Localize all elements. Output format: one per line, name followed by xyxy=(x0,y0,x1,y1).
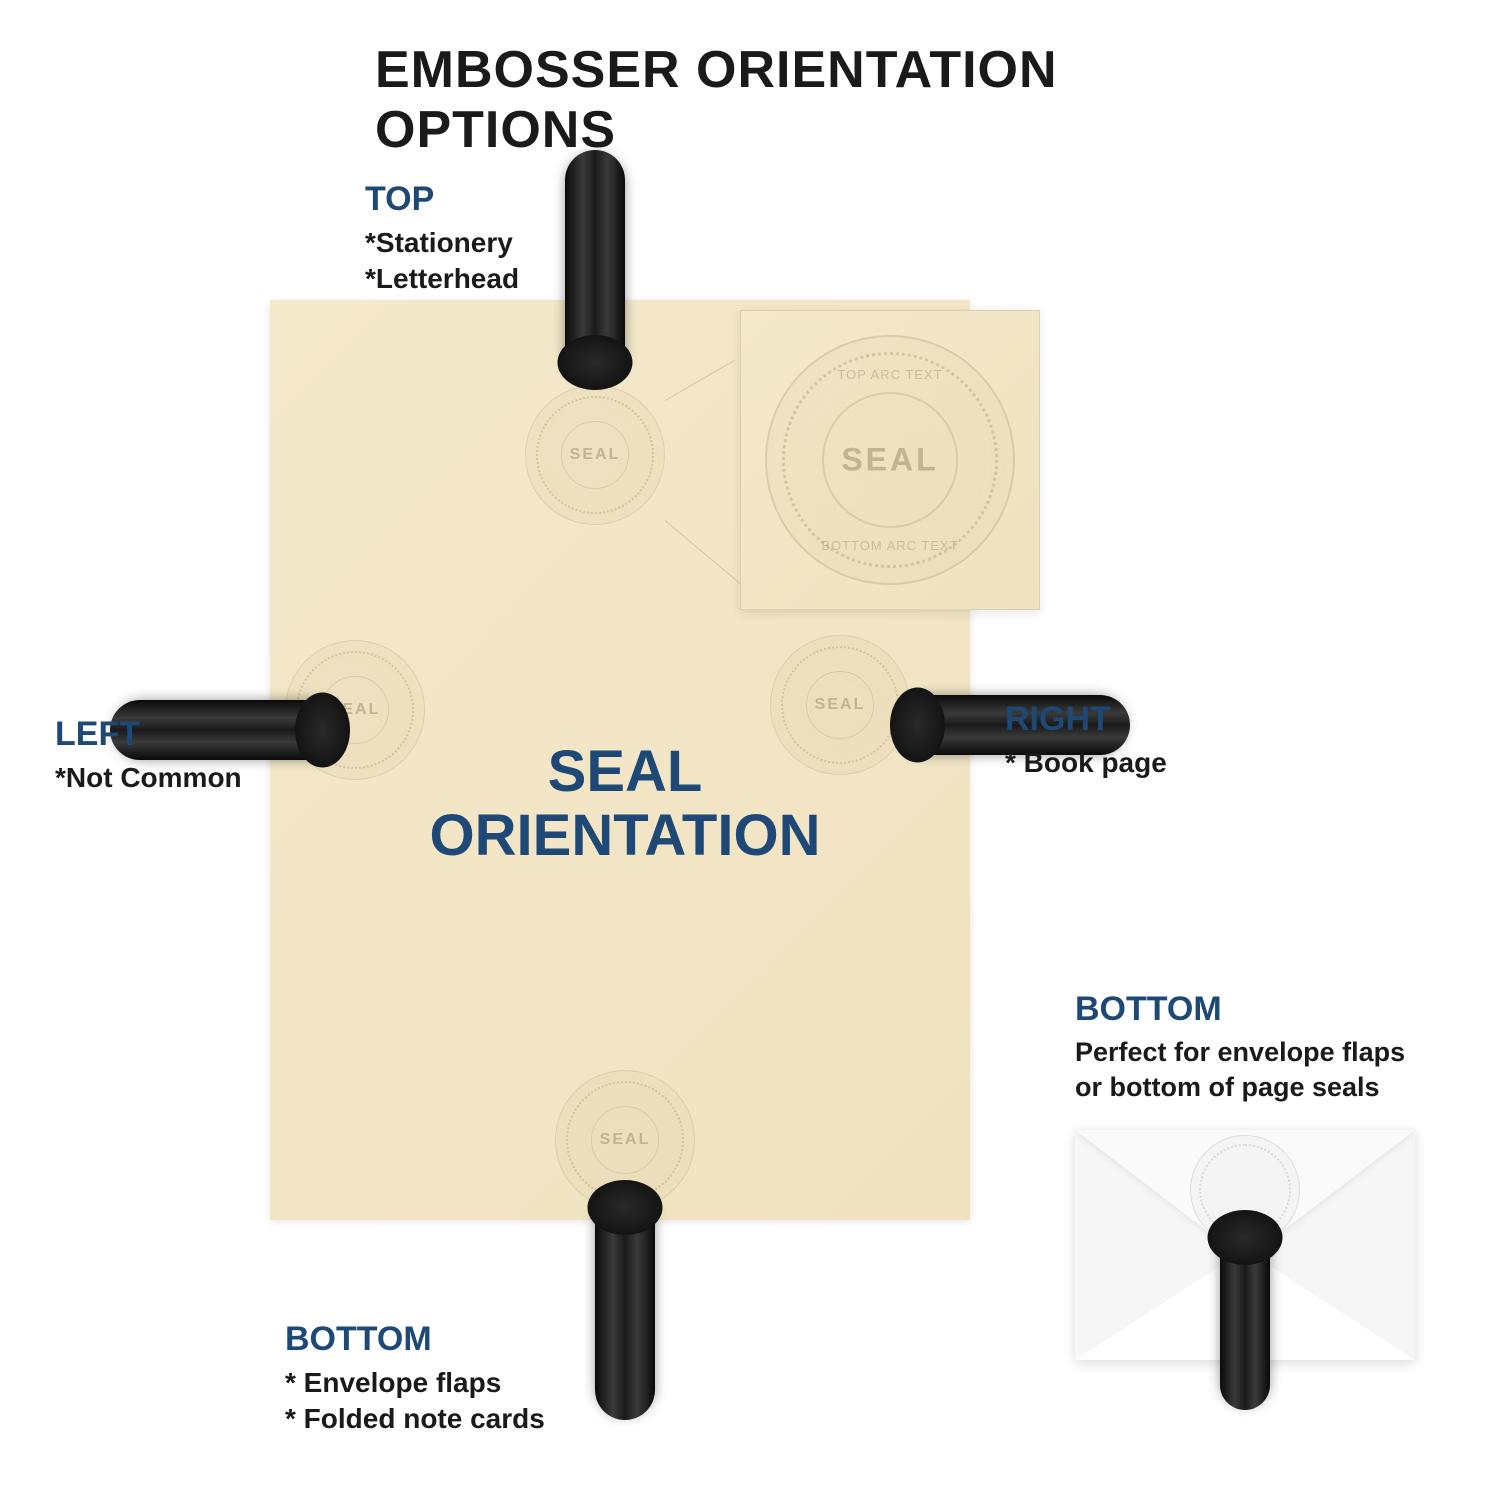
label-bottom-callout: BOTTOM Perfect for envelope flaps or bot… xyxy=(1075,990,1405,1105)
center-line-1: SEAL xyxy=(548,739,703,804)
label-title: TOP xyxy=(365,180,519,219)
seal-impression-right: SEAL xyxy=(770,635,910,775)
label-title: RIGHT xyxy=(1005,700,1167,739)
label-title: LEFT xyxy=(55,715,242,754)
label-line: or bottom of page seals xyxy=(1075,1070,1405,1105)
seal-text: SEAL xyxy=(815,696,866,714)
center-line-2: ORIENTATION xyxy=(430,803,821,868)
label-line: *Stationery xyxy=(365,225,519,261)
label-bottom: BOTTOM * Envelope flaps * Folded note ca… xyxy=(285,1320,545,1438)
label-line: *Not Common xyxy=(55,760,242,796)
label-line: * Book page xyxy=(1005,745,1167,781)
seal-zoom-panel: TOP ARC TEXT SEAL BOTTOM ARC TEXT xyxy=(740,310,1040,610)
embosser-envelope xyxy=(1220,1230,1270,1410)
label-line: * Envelope flaps xyxy=(285,1365,545,1401)
seal-text: SEAL xyxy=(570,446,621,464)
embosser-top xyxy=(565,150,625,370)
label-line: *Letterhead xyxy=(365,261,519,297)
envelope xyxy=(1075,1130,1415,1360)
page-title: EMBOSSER ORIENTATION OPTIONS xyxy=(375,40,1125,160)
seal-impression-top: SEAL xyxy=(525,385,665,525)
label-line: Perfect for envelope flaps xyxy=(1075,1035,1405,1070)
center-paper-label: SEAL ORIENTATION xyxy=(400,740,850,868)
label-left: LEFT *Not Common xyxy=(55,715,242,796)
embosser-bottom xyxy=(595,1200,655,1420)
label-line: * Folded note cards xyxy=(285,1401,545,1437)
label-title: BOTTOM xyxy=(1075,990,1405,1029)
seal-impression-large: TOP ARC TEXT SEAL BOTTOM ARC TEXT xyxy=(765,335,1015,585)
seal-text: SEAL xyxy=(841,442,938,479)
seal-arc-bottom-text: BOTTOM ARC TEXT xyxy=(821,538,958,553)
label-right: RIGHT * Book page xyxy=(1005,700,1167,781)
label-top: TOP *Stationery *Letterhead xyxy=(365,180,519,298)
label-title: BOTTOM xyxy=(285,1320,545,1359)
seal-text: SEAL xyxy=(600,1131,651,1149)
seal-arc-top-text: TOP ARC TEXT xyxy=(837,367,942,382)
